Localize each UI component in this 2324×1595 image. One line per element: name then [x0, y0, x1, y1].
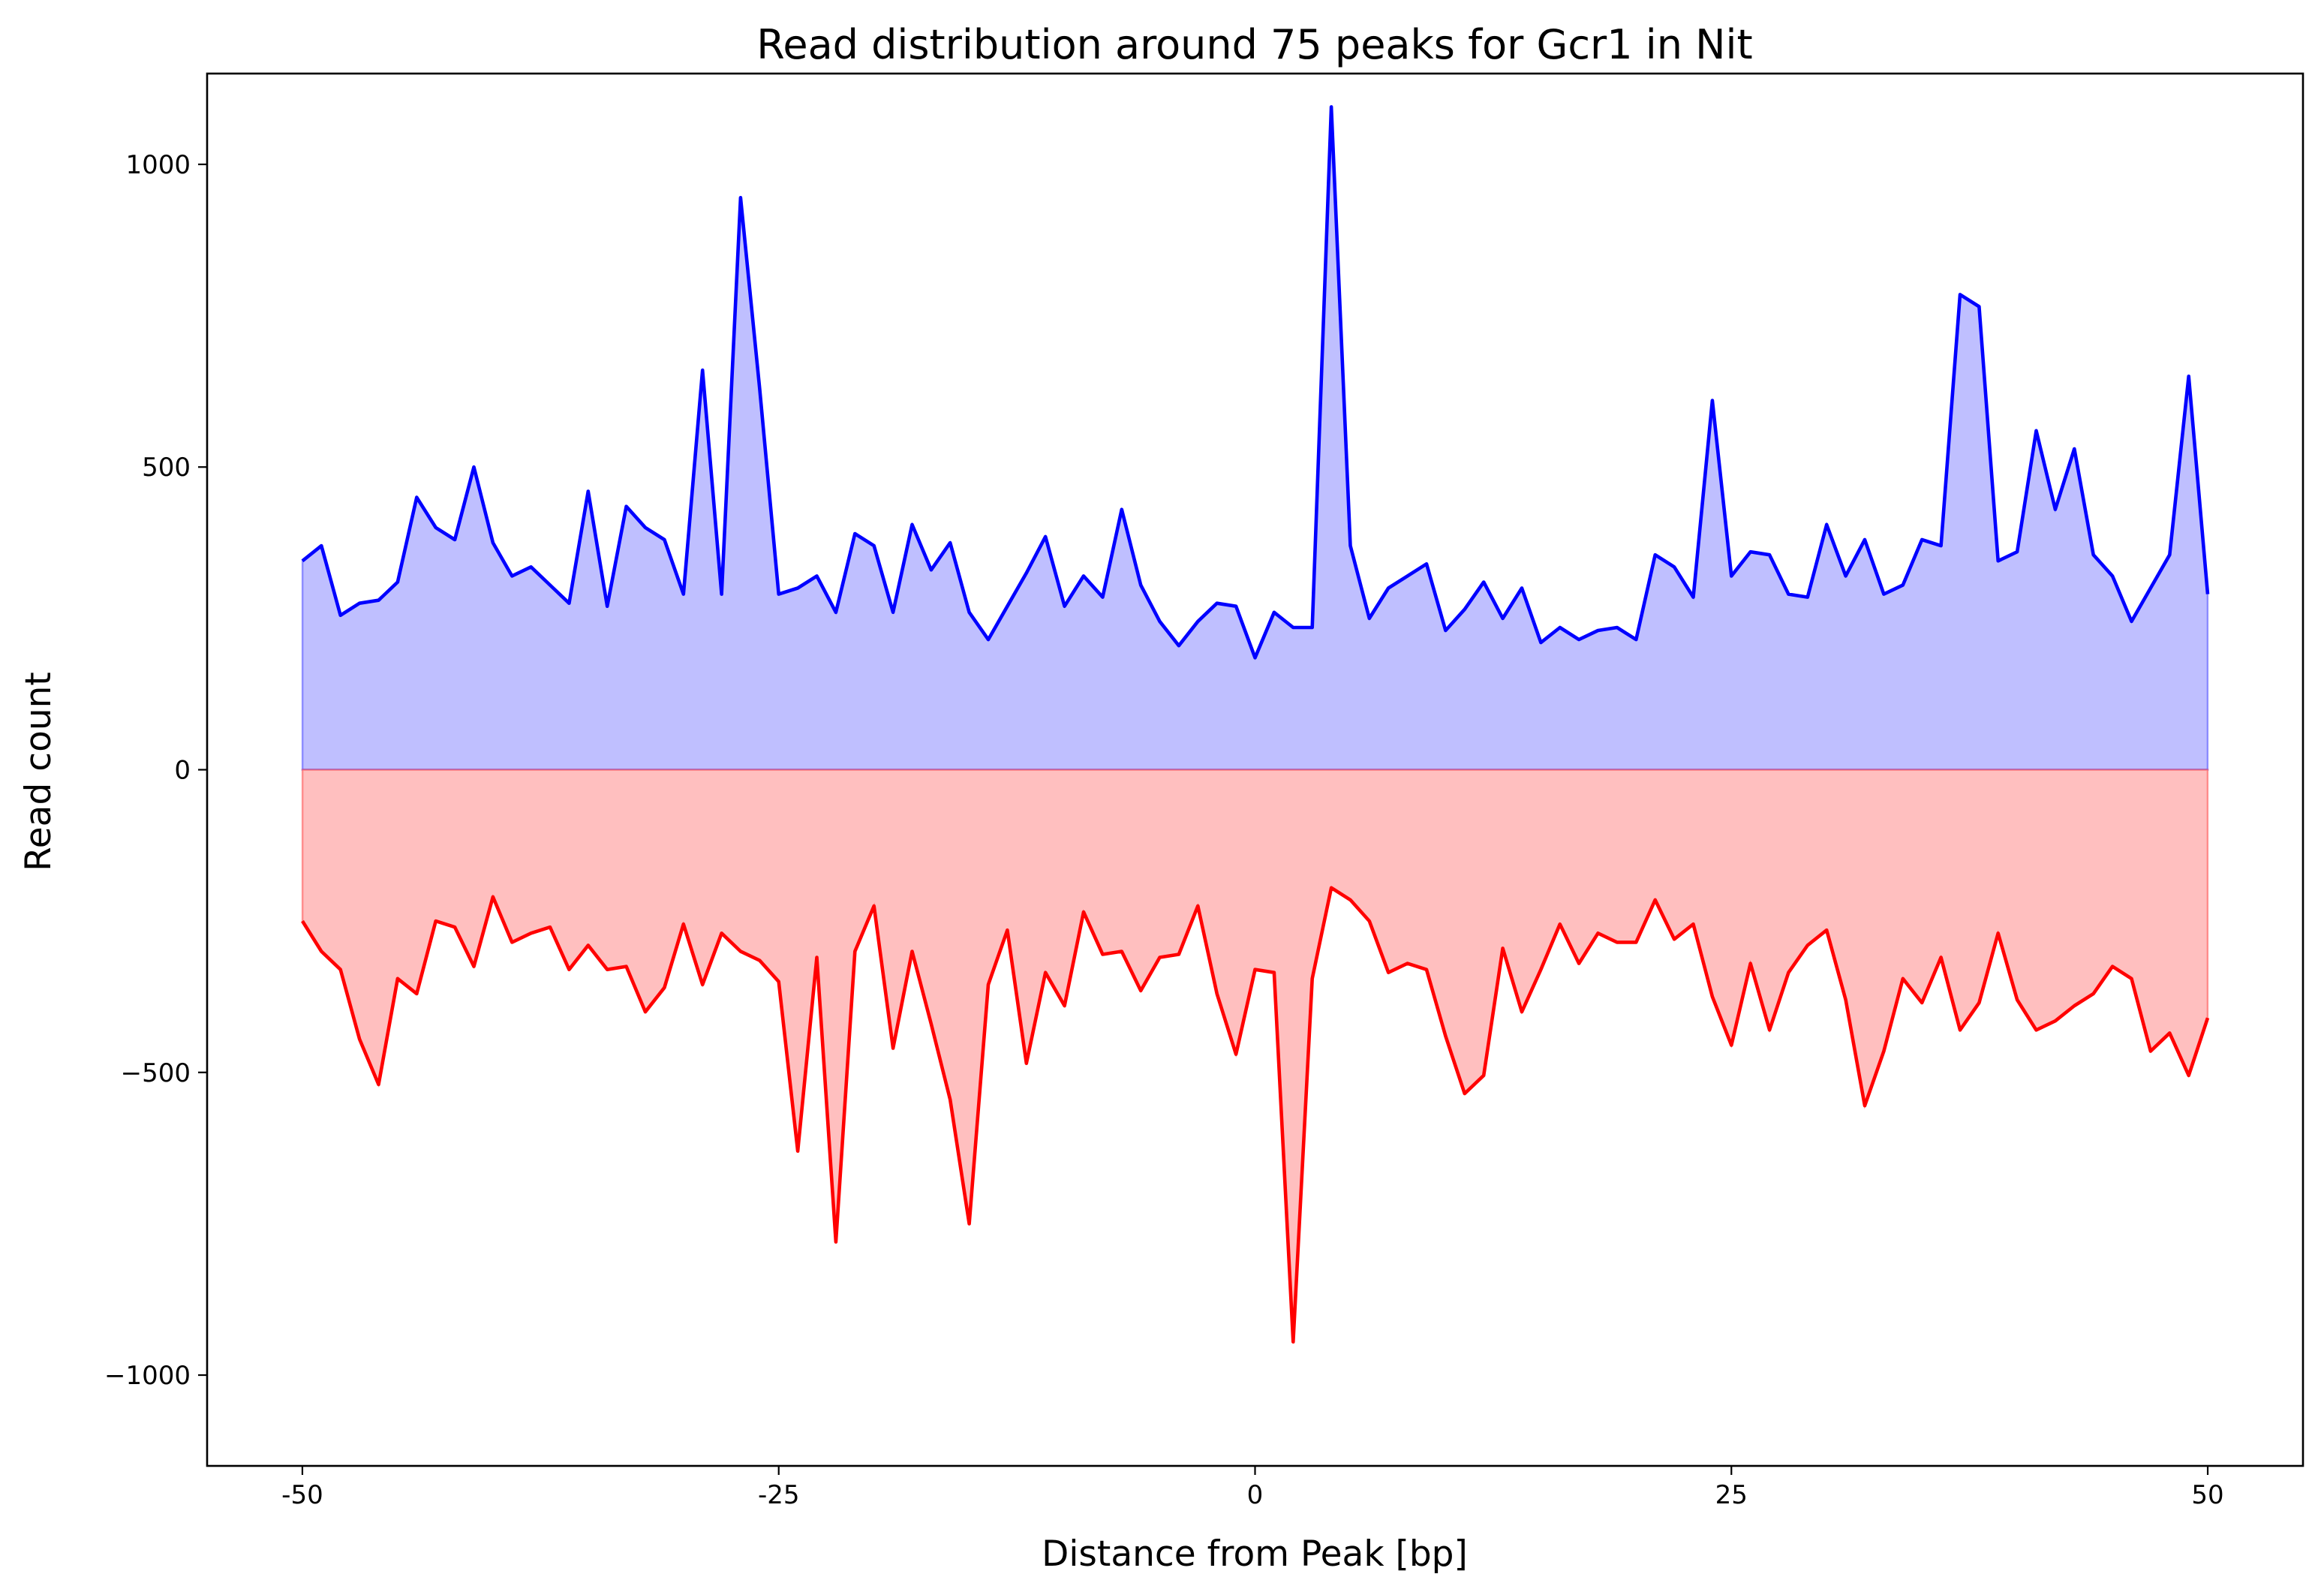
- series-lines: [301, 105, 2210, 1344]
- y-tick-label: −1000: [104, 1361, 191, 1391]
- x-axis-label: Distance from Peak [bp]: [1042, 1533, 1468, 1575]
- x-tick-label: 0: [1247, 1480, 1264, 1510]
- y-axis: 1000 500 0 −500 −1000: [104, 150, 207, 1391]
- y-tick-label: 500: [142, 453, 191, 483]
- x-axis: -50 -25 0 25 50: [281, 1466, 2224, 1510]
- x-tick-label: 25: [1715, 1480, 1748, 1510]
- x-tick-label: -50: [281, 1480, 323, 1510]
- series-2-line: [301, 886, 2210, 1344]
- y-tick-label: 0: [174, 756, 191, 786]
- y-tick-label: −500: [121, 1058, 191, 1088]
- x-tick-label: 50: [2191, 1480, 2223, 1510]
- y-tick-label: 1000: [125, 150, 191, 180]
- x-tick-label: -25: [758, 1480, 800, 1510]
- y-axis-label: Read count: [18, 672, 59, 871]
- series-1-line: [301, 105, 2210, 660]
- chart-title: Read distribution around 75 peaks for Gc…: [756, 21, 1752, 68]
